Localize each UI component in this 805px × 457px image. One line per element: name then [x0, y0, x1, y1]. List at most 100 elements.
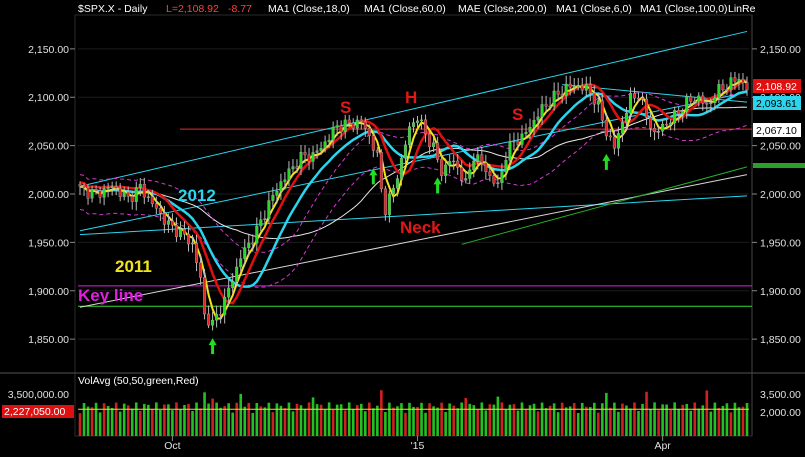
volume-bar: [584, 406, 588, 436]
study-ma100: MA1 (Close,100,0): [640, 3, 728, 15]
candle-up: [243, 247, 247, 259]
y-tick-label-right: 2,150.00: [760, 44, 801, 56]
volume-bar: [155, 402, 158, 436]
volume-bar: [464, 397, 468, 436]
candle-down: [203, 277, 207, 315]
volume-bar: [456, 408, 460, 436]
volume-bar: [134, 402, 138, 436]
volume-bar: [472, 405, 476, 436]
volume-bar: [745, 402, 749, 436]
y-tick-label-left: 1,900.00: [28, 286, 69, 298]
candle-down: [460, 167, 464, 181]
volume-bar: [187, 403, 190, 436]
volume-bar: [440, 402, 443, 436]
candle-up: [267, 200, 271, 219]
volume-bar: [488, 404, 492, 436]
volume-bar: [476, 409, 480, 436]
volume-bar: [303, 408, 307, 436]
candle-down: [544, 104, 548, 107]
volume-bar: [191, 410, 194, 436]
candle-down: [303, 152, 307, 156]
volume-bar: [351, 409, 355, 436]
candle-up: [520, 133, 524, 145]
volume-bar: [500, 402, 504, 436]
volume-bar: [633, 402, 636, 436]
volume-bar: [122, 403, 126, 436]
x-tick-label: Oct: [164, 440, 180, 452]
volume-avg-value: 2,227,050.00: [4, 406, 65, 418]
volume-bar: [452, 405, 455, 436]
candle-up: [669, 122, 673, 125]
candles: [78, 71, 749, 331]
study-mae200: MAE (Close,200,0): [458, 3, 547, 15]
volume-bar: [717, 407, 721, 436]
candle-down: [174, 224, 178, 237]
candle-up: [146, 196, 150, 198]
volume-bar: [263, 407, 267, 436]
volume-bar: [729, 412, 733, 436]
candle-up: [416, 120, 420, 123]
volume-bar: [388, 402, 391, 436]
candle-down: [480, 154, 484, 163]
candle-up: [685, 96, 689, 112]
volume-bar: [363, 411, 367, 436]
candle-up: [620, 122, 624, 134]
volume-bar: [392, 407, 395, 436]
chart-header: $SPX.X - Daily L=2,108.92 -8.77 MA1 (Clo…: [78, 3, 756, 15]
volume-title: VolAvg (50,50,green,Red): [78, 375, 199, 387]
candle-down: [645, 98, 649, 118]
candle-down: [379, 152, 383, 190]
volume-bar: [597, 412, 600, 436]
candle-down: [665, 123, 669, 126]
volume-bar: [649, 409, 652, 436]
candle-down: [721, 84, 725, 91]
volume-bar: [653, 402, 656, 436]
volume-bar: [532, 403, 536, 436]
channel-upper-line: [79, 30, 748, 187]
candle-up: [693, 100, 697, 103]
volume-bar: [311, 397, 315, 436]
candle-up: [134, 187, 138, 202]
volume-bar: [496, 396, 500, 436]
volume-bar: [588, 407, 592, 436]
volume-bar: [665, 404, 668, 436]
candle-up: [275, 190, 279, 196]
volume-bar: [617, 411, 620, 436]
volume-bar: [609, 407, 612, 436]
annotation-s-right: S: [512, 105, 523, 124]
level-badge: [753, 123, 801, 137]
candle-up: [323, 141, 327, 149]
candle-up: [661, 123, 665, 132]
candle-up: [464, 178, 468, 181]
volume-bar: [396, 406, 399, 436]
candle-up: [729, 77, 733, 90]
candle-down: [641, 98, 645, 100]
volume-bar: [114, 402, 118, 436]
volume-bar: [661, 404, 664, 436]
candle-down: [307, 154, 311, 162]
candle-up: [191, 242, 195, 245]
candle-up: [299, 152, 303, 169]
volume-bar: [444, 411, 447, 436]
y-tick-label-right: 1,950.00: [760, 237, 801, 249]
volume-bar: [380, 390, 383, 436]
change-label: -8.77: [228, 3, 252, 15]
candle-down: [199, 262, 203, 278]
volume-bars: 3,500,000.003,500.002,000,000.002,000.00: [8, 389, 801, 436]
candle-down: [150, 196, 154, 204]
candle-up: [540, 104, 544, 118]
y-tick-label-left: 2,000.00: [28, 189, 69, 201]
volume-bar: [460, 402, 464, 436]
candle-up: [223, 296, 227, 316]
candle-up: [407, 126, 411, 146]
candle-up: [331, 127, 335, 141]
candle-down: [207, 313, 211, 326]
candle-up: [508, 141, 512, 161]
candle-down: [126, 191, 130, 197]
volume-bar: [118, 411, 122, 436]
cyan-badge-text: 2,093.61: [756, 98, 797, 110]
candle-up: [624, 113, 628, 123]
buy-signal-arrow: [208, 338, 217, 355]
candle-down: [488, 171, 492, 176]
